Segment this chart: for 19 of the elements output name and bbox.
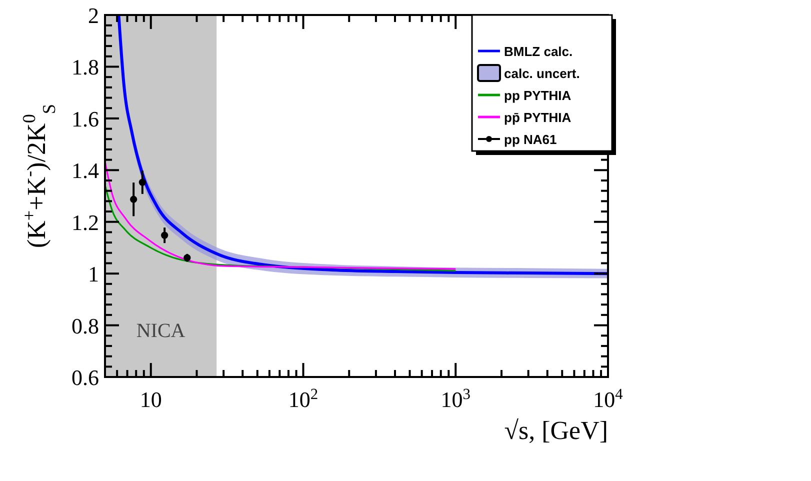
x-tick-label: 10$^{3}$: [440, 386, 471, 412]
y-tick-label: 0.8: [72, 313, 99, 338]
y-tick-label: 1: [88, 262, 99, 287]
y-tick-label: 0.6: [72, 365, 99, 390]
y-tick-label: 2: [88, 3, 99, 28]
y-tick-label: 1.6: [72, 106, 99, 132]
x-tick-label: 10$^{4}$: [593, 386, 624, 412]
x-axis-title: √s, [GeV]: [504, 416, 608, 445]
y-tick-label: 1.8: [72, 54, 99, 80]
x-tick-label: 10: [140, 387, 162, 412]
legend-label: BMLZ calc.: [504, 44, 573, 59]
legend-label: pp NA61: [504, 132, 557, 147]
x-tick-label: 10$^{2}$: [288, 386, 318, 412]
legend-label: pp PYTHIA: [504, 88, 572, 103]
legend-label: pp̄ PYTHIA: [504, 110, 572, 125]
annotation: calc. uncert.: [504, 66, 580, 81]
y-tick-label: 1.2: [72, 210, 99, 235]
y-tick-label: 1.4: [72, 158, 99, 184]
band-label: NICA: [136, 320, 186, 342]
